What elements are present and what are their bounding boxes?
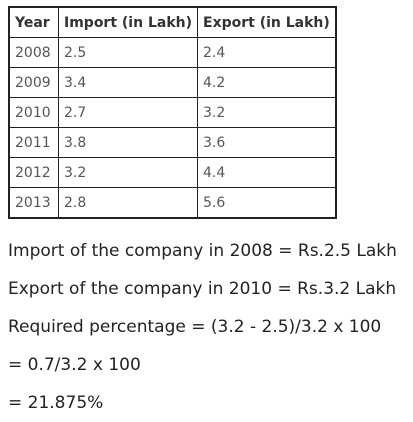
export-2010-line: Export of the company in 2010 = Rs.3.2 L… bbox=[8, 279, 397, 299]
cell-year: 2010 bbox=[8, 97, 59, 128]
cell-export: 2.4 bbox=[196, 37, 337, 68]
cell-import: 3.8 bbox=[58, 127, 198, 158]
table-row: 2010 2.7 3.2 bbox=[8, 97, 337, 128]
cell-year: 2009 bbox=[8, 67, 59, 98]
table-row: 2013 2.8 5.6 bbox=[8, 187, 337, 219]
cell-import: 2.7 bbox=[58, 97, 198, 128]
required-percentage-line: Required percentage = (3.2 - 2.5)/3.2 x … bbox=[8, 317, 382, 337]
header-year: Year bbox=[8, 6, 59, 38]
cell-import: 3.4 bbox=[58, 67, 198, 98]
cell-year: 2008 bbox=[8, 37, 59, 68]
answer-line: = 21.875% bbox=[8, 393, 104, 413]
header-export: Export (in Lakh) bbox=[196, 6, 337, 38]
cell-year: 2011 bbox=[8, 127, 59, 158]
cell-year: 2013 bbox=[8, 187, 59, 219]
cell-export: 4.4 bbox=[196, 157, 337, 188]
table-row: 2009 3.4 4.2 bbox=[8, 67, 337, 98]
cell-import: 2.8 bbox=[58, 187, 198, 219]
cell-export: 3.2 bbox=[196, 97, 337, 128]
cell-import: 2.5 bbox=[58, 37, 198, 68]
cell-export: 5.6 bbox=[196, 187, 337, 219]
cell-import: 3.2 bbox=[58, 157, 198, 188]
table-row: 2011 3.8 3.6 bbox=[8, 127, 337, 158]
cell-export: 3.6 bbox=[196, 127, 337, 158]
table-row: 2012 3.2 4.4 bbox=[8, 157, 337, 188]
cell-export: 4.2 bbox=[196, 67, 337, 98]
table-row: 2008 2.5 2.4 bbox=[8, 37, 337, 68]
cell-year: 2012 bbox=[8, 157, 59, 188]
calculation-step-line: = 0.7/3.2 x 100 bbox=[8, 355, 141, 375]
solution-explanation: Import of the company in 2008 = Rs.2.5 L… bbox=[8, 232, 408, 422]
header-import: Import (in Lakh) bbox=[58, 6, 198, 38]
import-export-table: Year Import (in Lakh) Export (in Lakh) 2… bbox=[8, 6, 337, 219]
table-header-row: Year Import (in Lakh) Export (in Lakh) bbox=[8, 6, 337, 38]
import-2008-line: Import of the company in 2008 = Rs.2.5 L… bbox=[8, 241, 397, 261]
